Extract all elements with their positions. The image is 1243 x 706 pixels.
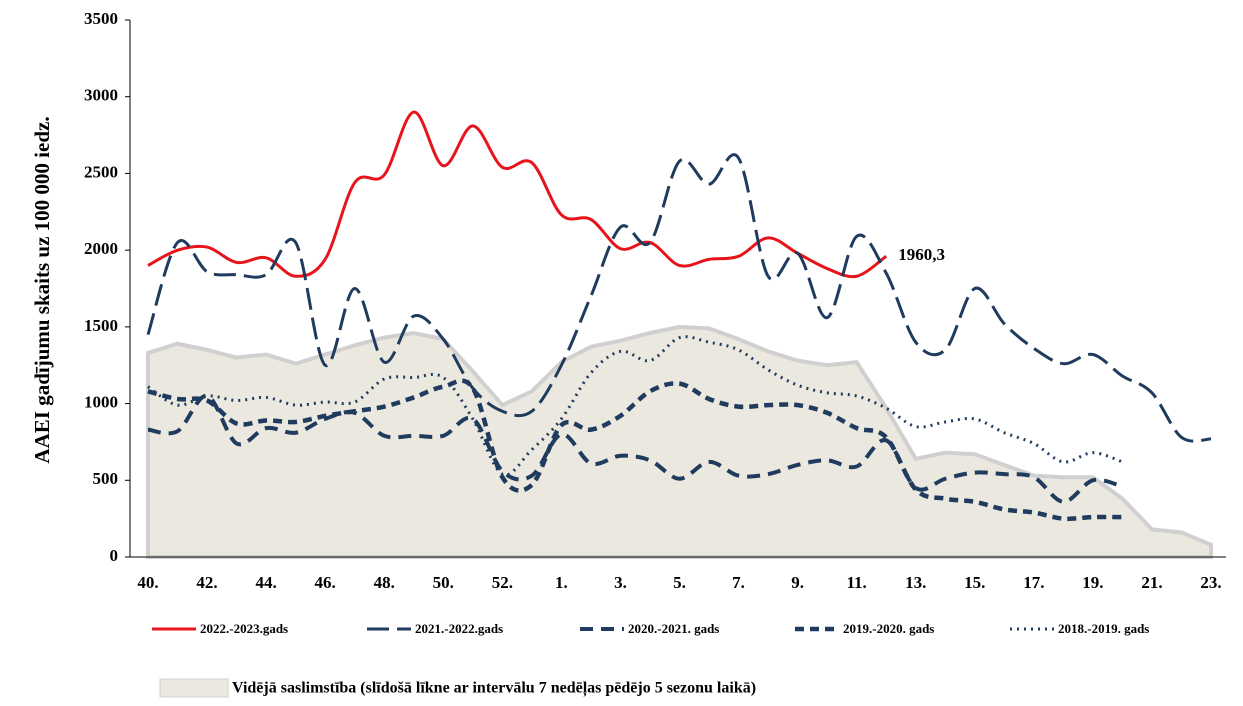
y-tick-label: 1000: [84, 392, 118, 411]
x-tick-label: 52.: [492, 573, 513, 592]
y-tick-label: 2000: [84, 239, 118, 258]
legend-swatch: [159, 678, 229, 698]
x-tick-label: 23.: [1200, 573, 1221, 592]
legend-label: 2022.-2023.gads: [200, 621, 288, 636]
x-tick-label: 9.: [791, 573, 804, 592]
x-tick-label: 46.: [315, 573, 336, 592]
series-line: [147, 110, 888, 279]
x-tick-label: 13.: [905, 573, 926, 592]
y-tick-label: 0: [110, 546, 119, 565]
series-line: [146, 153, 1212, 443]
series-line: [147, 393, 1123, 504]
x-tick-label: 19.: [1082, 573, 1103, 592]
x-tick-label: 21.: [1141, 573, 1162, 592]
y-tick-label: 500: [93, 469, 119, 488]
x-tick-label: 17.: [1023, 573, 1044, 592]
x-tick-label: 15.: [964, 573, 985, 592]
x-tick-label: 40.: [137, 573, 158, 592]
legend-label: 2021.-2022.gads: [415, 621, 503, 636]
y-axis-label: AAEI gadījumu skaits uz 100 000 iedz.: [30, 116, 54, 463]
y-tick-label: 3000: [84, 86, 118, 105]
legend-label: 2020.-2021. gads: [628, 621, 719, 636]
x-tick-label: 1.: [555, 573, 568, 592]
y-tick-label: 2500: [84, 162, 118, 181]
x-tick-label: 11.: [847, 573, 867, 592]
x-tick-label: 7.: [732, 573, 745, 592]
x-tick-label: 42.: [196, 573, 217, 592]
x-tick-label: 48.: [374, 573, 395, 592]
series-line: [147, 378, 1123, 522]
x-tick-label: 5.: [673, 573, 686, 592]
x-tick-label: 44.: [255, 573, 276, 592]
series-line: [147, 335, 1123, 477]
y-tick-label: 1500: [84, 316, 118, 335]
legend-label: 2018.-2019. gads: [1058, 621, 1149, 636]
legend-label: Vidējā saslimstība (slīdošā līkne ar int…: [232, 680, 756, 698]
data-label: 1960,3: [898, 245, 945, 264]
x-tick-label: 50.: [433, 573, 454, 592]
y-tick-label: 3500: [84, 9, 118, 28]
x-tick-label: 3.: [614, 573, 627, 592]
area: [146, 324, 1213, 559]
legend-label: 2019.-2020. gads: [843, 621, 934, 636]
